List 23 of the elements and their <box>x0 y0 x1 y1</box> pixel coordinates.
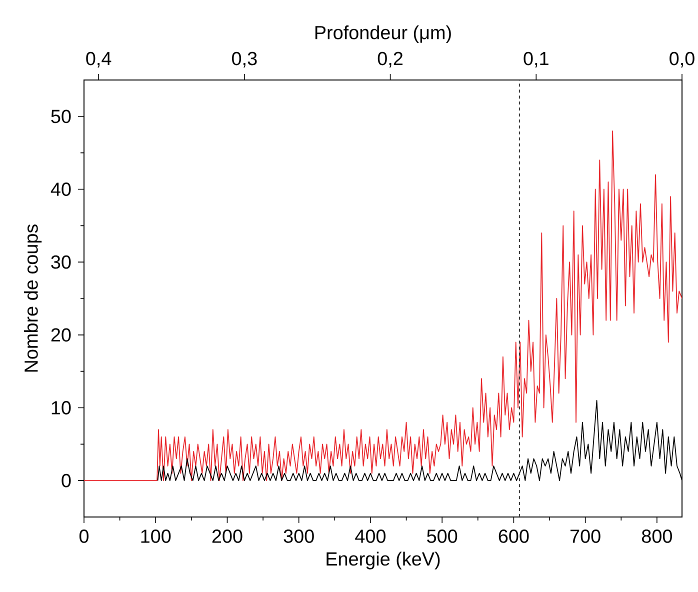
y-tick-label: 30 <box>51 255 71 269</box>
x-axis-title: Energie (keV) <box>326 552 440 570</box>
x-tick-label: 100 <box>141 530 171 543</box>
x-tick-label: 200 <box>212 530 242 543</box>
x-tick-label: 0 <box>79 530 89 543</box>
y-tick-label: 40 <box>50 182 71 196</box>
x2-tick-label: 0,4 <box>86 52 112 68</box>
x2-tick-label: 0,3 <box>232 52 257 68</box>
x2-tick-label: 0,2 <box>378 52 402 68</box>
y-tick-label: 0 <box>62 474 71 488</box>
x2-tick-label: 0,0 <box>670 52 694 68</box>
x-tick-label: 800 <box>642 530 672 543</box>
x-tick-label: 300 <box>284 530 314 543</box>
y-axis-title: Nombre de coups <box>24 224 42 372</box>
y-tick-label: 20 <box>51 328 71 342</box>
x-tick-label: 700 <box>570 530 600 543</box>
x-tick-label: 400 <box>355 530 386 543</box>
x-tick-label: 600 <box>498 530 529 543</box>
x-tick-label: 500 <box>427 530 458 543</box>
y-tick-label: 10 <box>52 401 71 414</box>
y-tick-label: 50 <box>51 110 71 124</box>
x2-axis-title: Profondeur (μm) <box>315 25 451 44</box>
x2-tick-label: 0,1 <box>524 52 548 68</box>
